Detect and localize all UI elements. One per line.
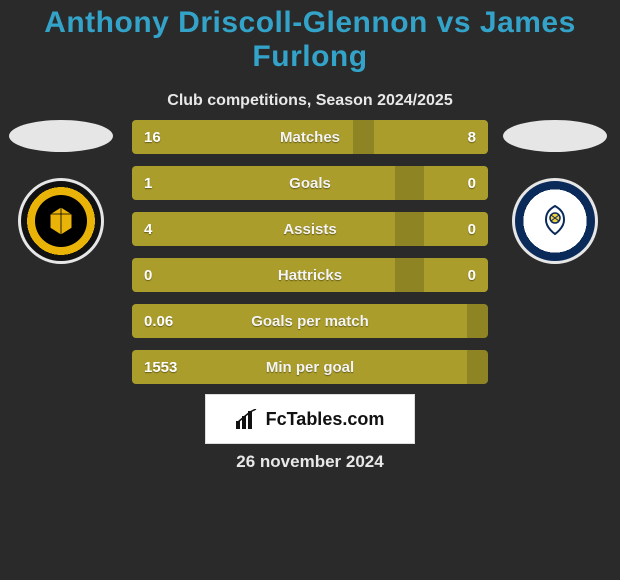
newport-crest-icon	[35, 195, 87, 247]
wimbledon-crest-icon	[530, 196, 580, 246]
player-right-column	[500, 120, 610, 264]
source-text: FcTables.com	[266, 409, 385, 430]
club-badge-right	[512, 178, 598, 264]
fctables-logo-icon	[236, 409, 258, 429]
player-left-column	[6, 120, 116, 264]
club-badge-left	[18, 178, 104, 264]
stat-row: 10Goals	[132, 166, 488, 200]
stat-row: 0.06Goals per match	[132, 304, 488, 338]
comparison-card: Anthony Driscoll-Glennon vs James Furlon…	[0, 0, 620, 580]
stat-label: Hattricks	[132, 258, 488, 292]
player-left-silhouette	[9, 120, 113, 152]
source-badge: FcTables.com	[205, 394, 415, 444]
date-text: 26 november 2024	[0, 452, 620, 472]
stat-label: Matches	[132, 120, 488, 154]
player-right-silhouette	[503, 120, 607, 152]
stat-row: 00Hattricks	[132, 258, 488, 292]
stat-row: 1553Min per goal	[132, 350, 488, 384]
page-title: Anthony Driscoll-Glennon vs James Furlon…	[0, 6, 620, 74]
stat-label: Min per goal	[132, 350, 488, 384]
stat-row: 168Matches	[132, 120, 488, 154]
stat-label: Goals per match	[132, 304, 488, 338]
stat-row: 40Assists	[132, 212, 488, 246]
stats-area: 168Matches 10Goals 40Assists 00Hattricks 0.0…	[132, 120, 488, 396]
subtitle: Club competitions, Season 2024/2025	[0, 92, 620, 110]
stat-label: Goals	[132, 166, 488, 200]
stat-label: Assists	[132, 212, 488, 246]
